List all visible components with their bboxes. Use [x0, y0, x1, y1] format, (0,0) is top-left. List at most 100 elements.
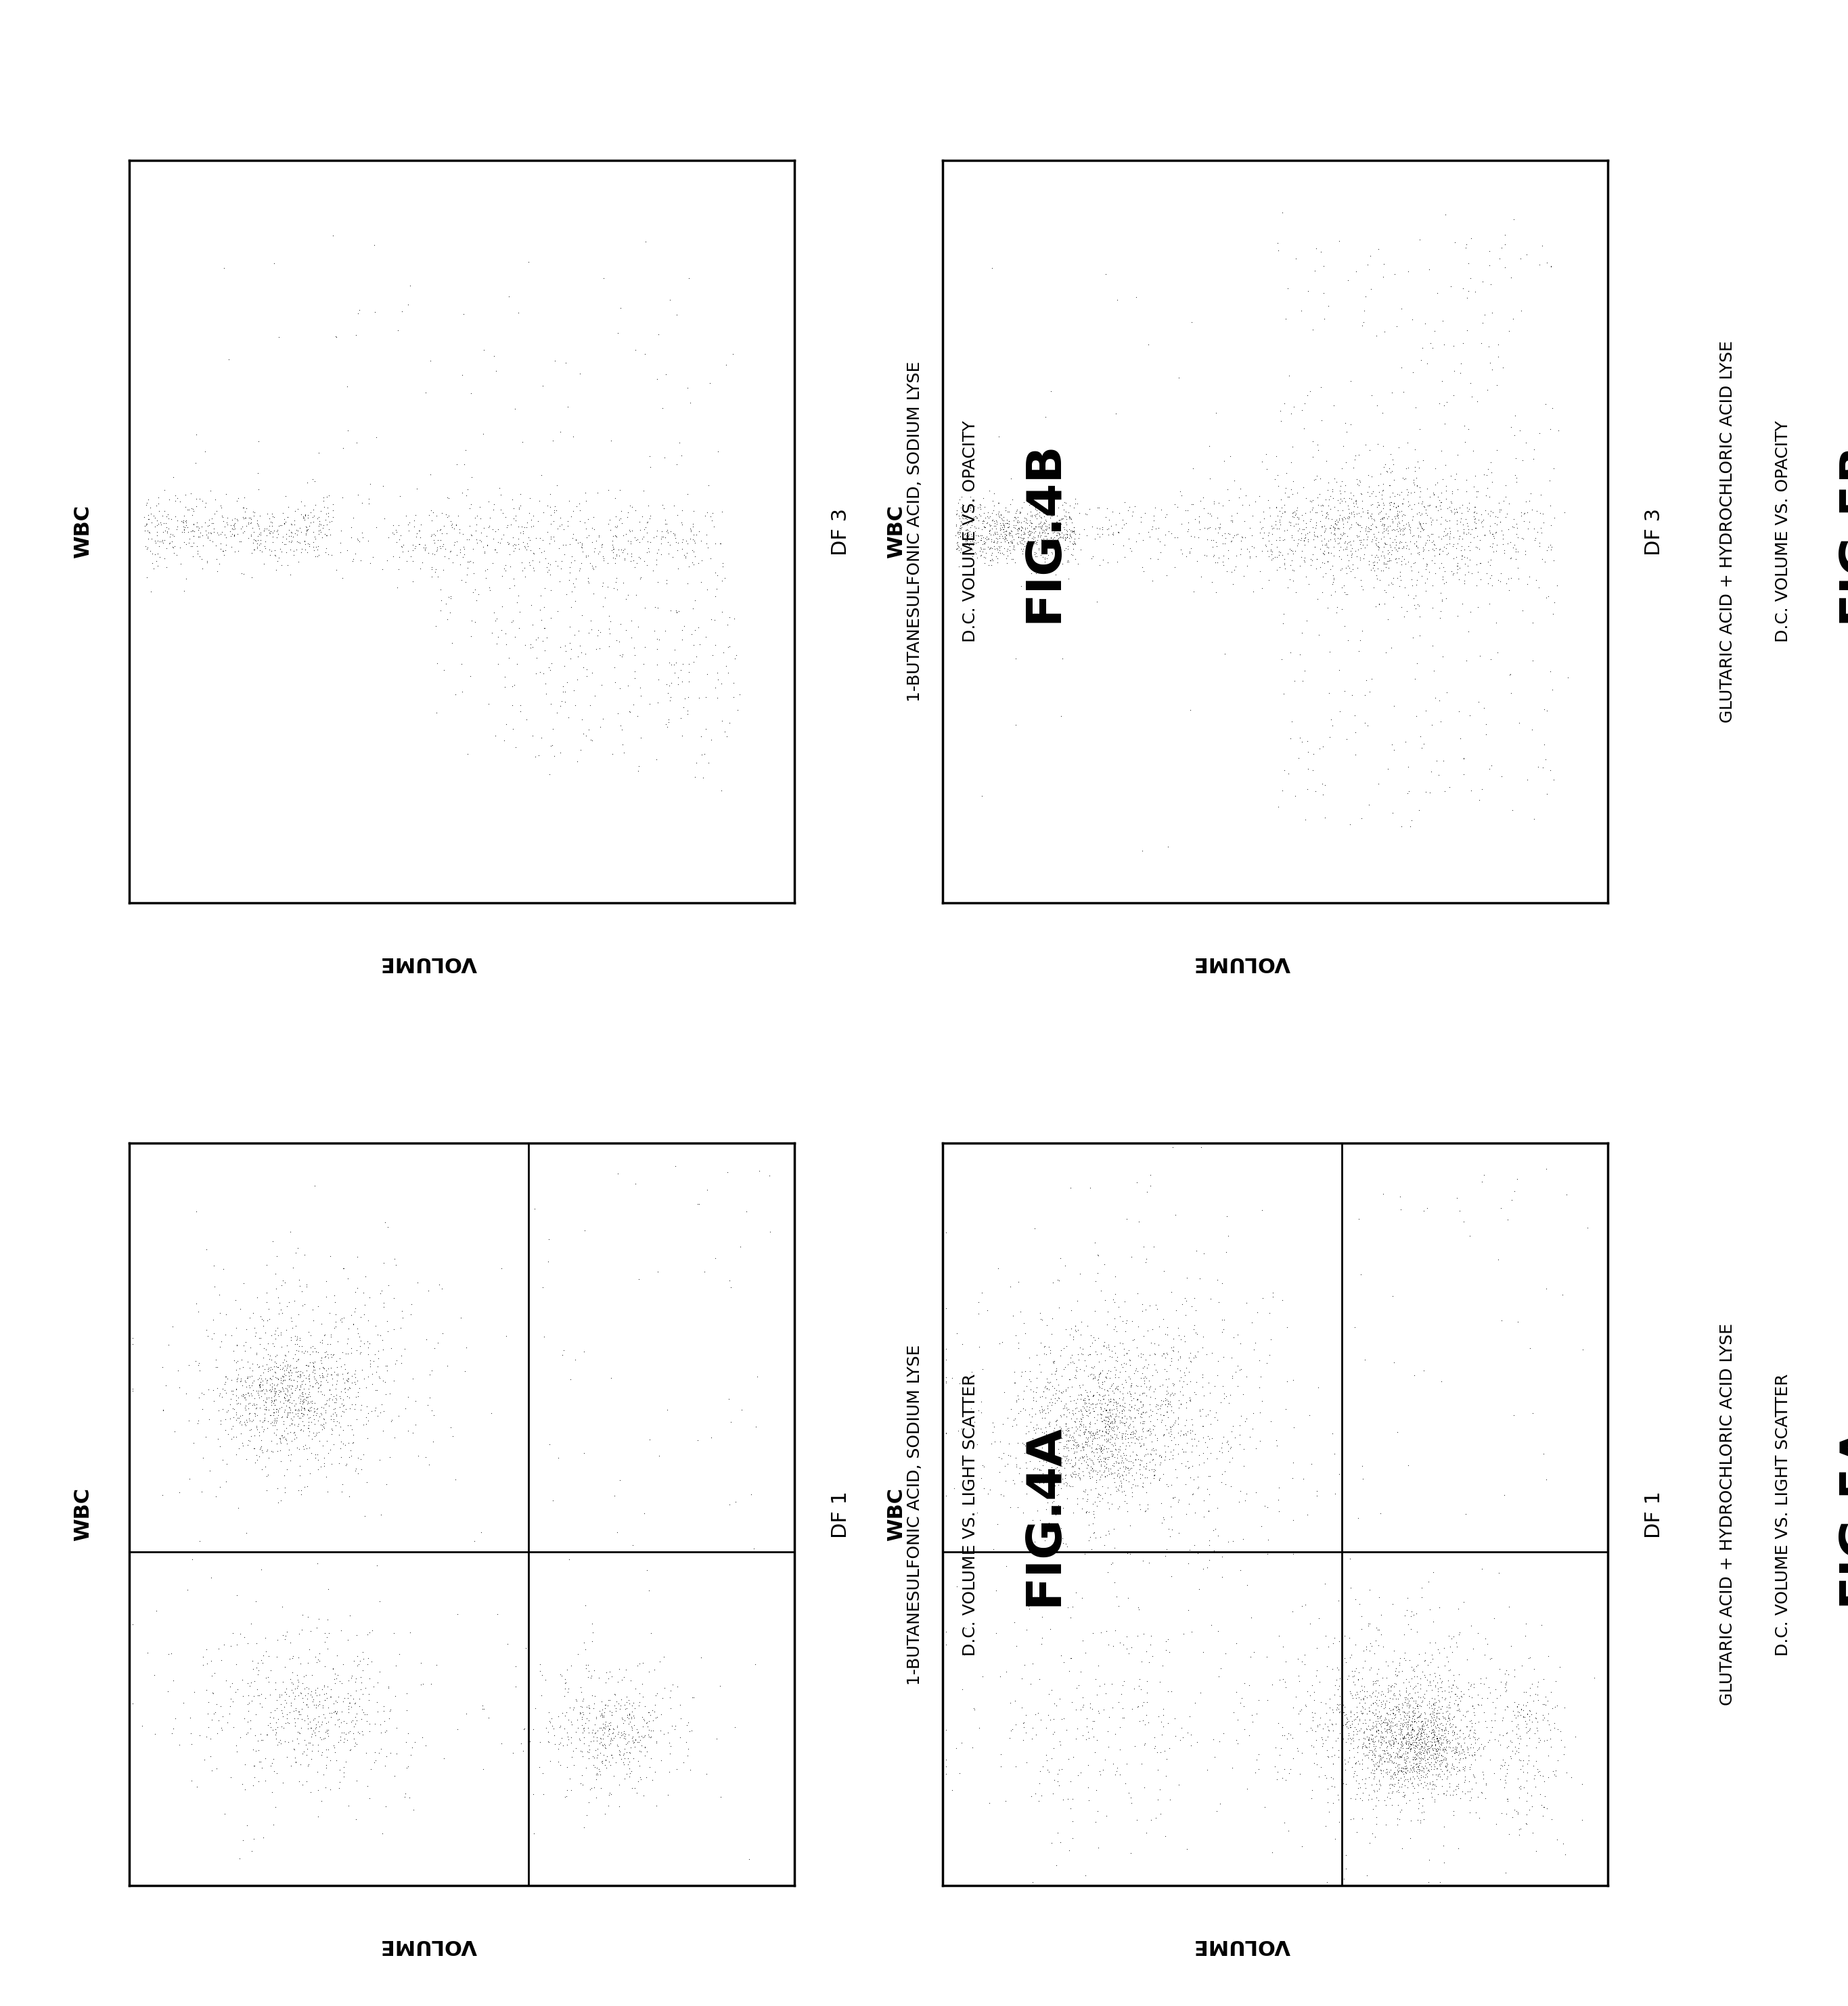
Point — [1443, 1727, 1473, 1759]
Point — [1406, 1731, 1436, 1763]
Point — [1238, 576, 1268, 608]
Point — [281, 1346, 310, 1378]
Point — [1404, 1699, 1434, 1731]
Point — [1436, 1623, 1465, 1655]
Point — [673, 1739, 702, 1771]
Point — [1055, 1765, 1085, 1797]
Point — [684, 612, 713, 644]
Point — [366, 1320, 395, 1352]
Point — [1031, 514, 1061, 546]
Point — [1107, 1328, 1137, 1360]
Point — [652, 526, 682, 558]
Point — [989, 1480, 1018, 1513]
Point — [715, 602, 745, 634]
Point — [1454, 493, 1484, 526]
Point — [1475, 1677, 1504, 1709]
Point — [1445, 1783, 1475, 1815]
Point — [1427, 1727, 1456, 1759]
Point — [1440, 1701, 1469, 1733]
Point — [1109, 1665, 1138, 1697]
Point — [1007, 524, 1037, 556]
Point — [547, 546, 577, 578]
Point — [277, 1312, 307, 1344]
Point — [1412, 1751, 1441, 1783]
Point — [486, 614, 516, 646]
Point — [1007, 1426, 1037, 1458]
Point — [1307, 1729, 1336, 1761]
Point — [1013, 524, 1042, 556]
Point — [1493, 1691, 1523, 1723]
Point — [246, 1424, 275, 1456]
Point — [621, 1713, 650, 1745]
Point — [647, 538, 676, 570]
Point — [305, 1715, 334, 1747]
Point — [1003, 512, 1033, 544]
Point — [1393, 776, 1423, 808]
Point — [1026, 1629, 1055, 1661]
Point — [641, 648, 671, 680]
Point — [987, 1326, 1016, 1358]
Point — [1325, 1717, 1355, 1749]
Point — [1414, 1687, 1443, 1719]
Point — [508, 554, 538, 586]
Point — [991, 522, 1020, 554]
Point — [1018, 1723, 1048, 1755]
Point — [1371, 636, 1401, 668]
Point — [233, 1376, 262, 1408]
Point — [1456, 514, 1486, 546]
Point — [1271, 1763, 1301, 1795]
Point — [1314, 502, 1343, 534]
Point — [1096, 1434, 1125, 1466]
Point — [1029, 1458, 1059, 1490]
Point — [1050, 1701, 1079, 1733]
Point — [327, 1717, 357, 1749]
Point — [1445, 1715, 1475, 1747]
Point — [529, 495, 558, 528]
Point — [355, 487, 384, 520]
Point — [1016, 528, 1046, 560]
Point — [355, 1715, 384, 1747]
Point — [1371, 514, 1401, 546]
Point — [601, 1719, 630, 1751]
Point — [1262, 1763, 1292, 1795]
Point — [1275, 534, 1305, 566]
Point — [231, 1404, 261, 1436]
Point — [1388, 1707, 1417, 1739]
Point — [715, 1488, 745, 1521]
Point — [331, 1354, 360, 1386]
Point — [176, 530, 205, 562]
Point — [1109, 1701, 1138, 1733]
Point — [1362, 552, 1392, 584]
Point — [1412, 489, 1441, 522]
Point — [1493, 1731, 1523, 1763]
Point — [1393, 1771, 1423, 1803]
Point — [388, 1302, 418, 1334]
Point — [1103, 1454, 1133, 1486]
Point — [931, 1292, 961, 1324]
Point — [371, 1739, 401, 1771]
Point — [612, 1681, 641, 1713]
Point — [277, 526, 307, 558]
Point — [1528, 694, 1558, 726]
Point — [257, 1749, 286, 1781]
Point — [1480, 536, 1510, 568]
Point — [1286, 536, 1316, 568]
Point — [619, 1771, 649, 1803]
Point — [1310, 558, 1340, 590]
Point — [1157, 1480, 1186, 1513]
Point — [327, 1306, 357, 1338]
Point — [237, 504, 266, 536]
Point — [551, 1667, 580, 1699]
Point — [1397, 1705, 1427, 1737]
Point — [981, 516, 1011, 548]
Point — [1100, 1402, 1129, 1434]
Point — [1393, 1687, 1423, 1719]
Point — [1101, 1354, 1131, 1386]
Point — [1382, 546, 1412, 578]
Point — [1429, 640, 1458, 672]
Point — [1020, 550, 1050, 582]
Point — [1068, 1398, 1098, 1430]
Point — [634, 532, 663, 564]
Point — [578, 1693, 608, 1725]
Point — [1009, 1711, 1039, 1743]
